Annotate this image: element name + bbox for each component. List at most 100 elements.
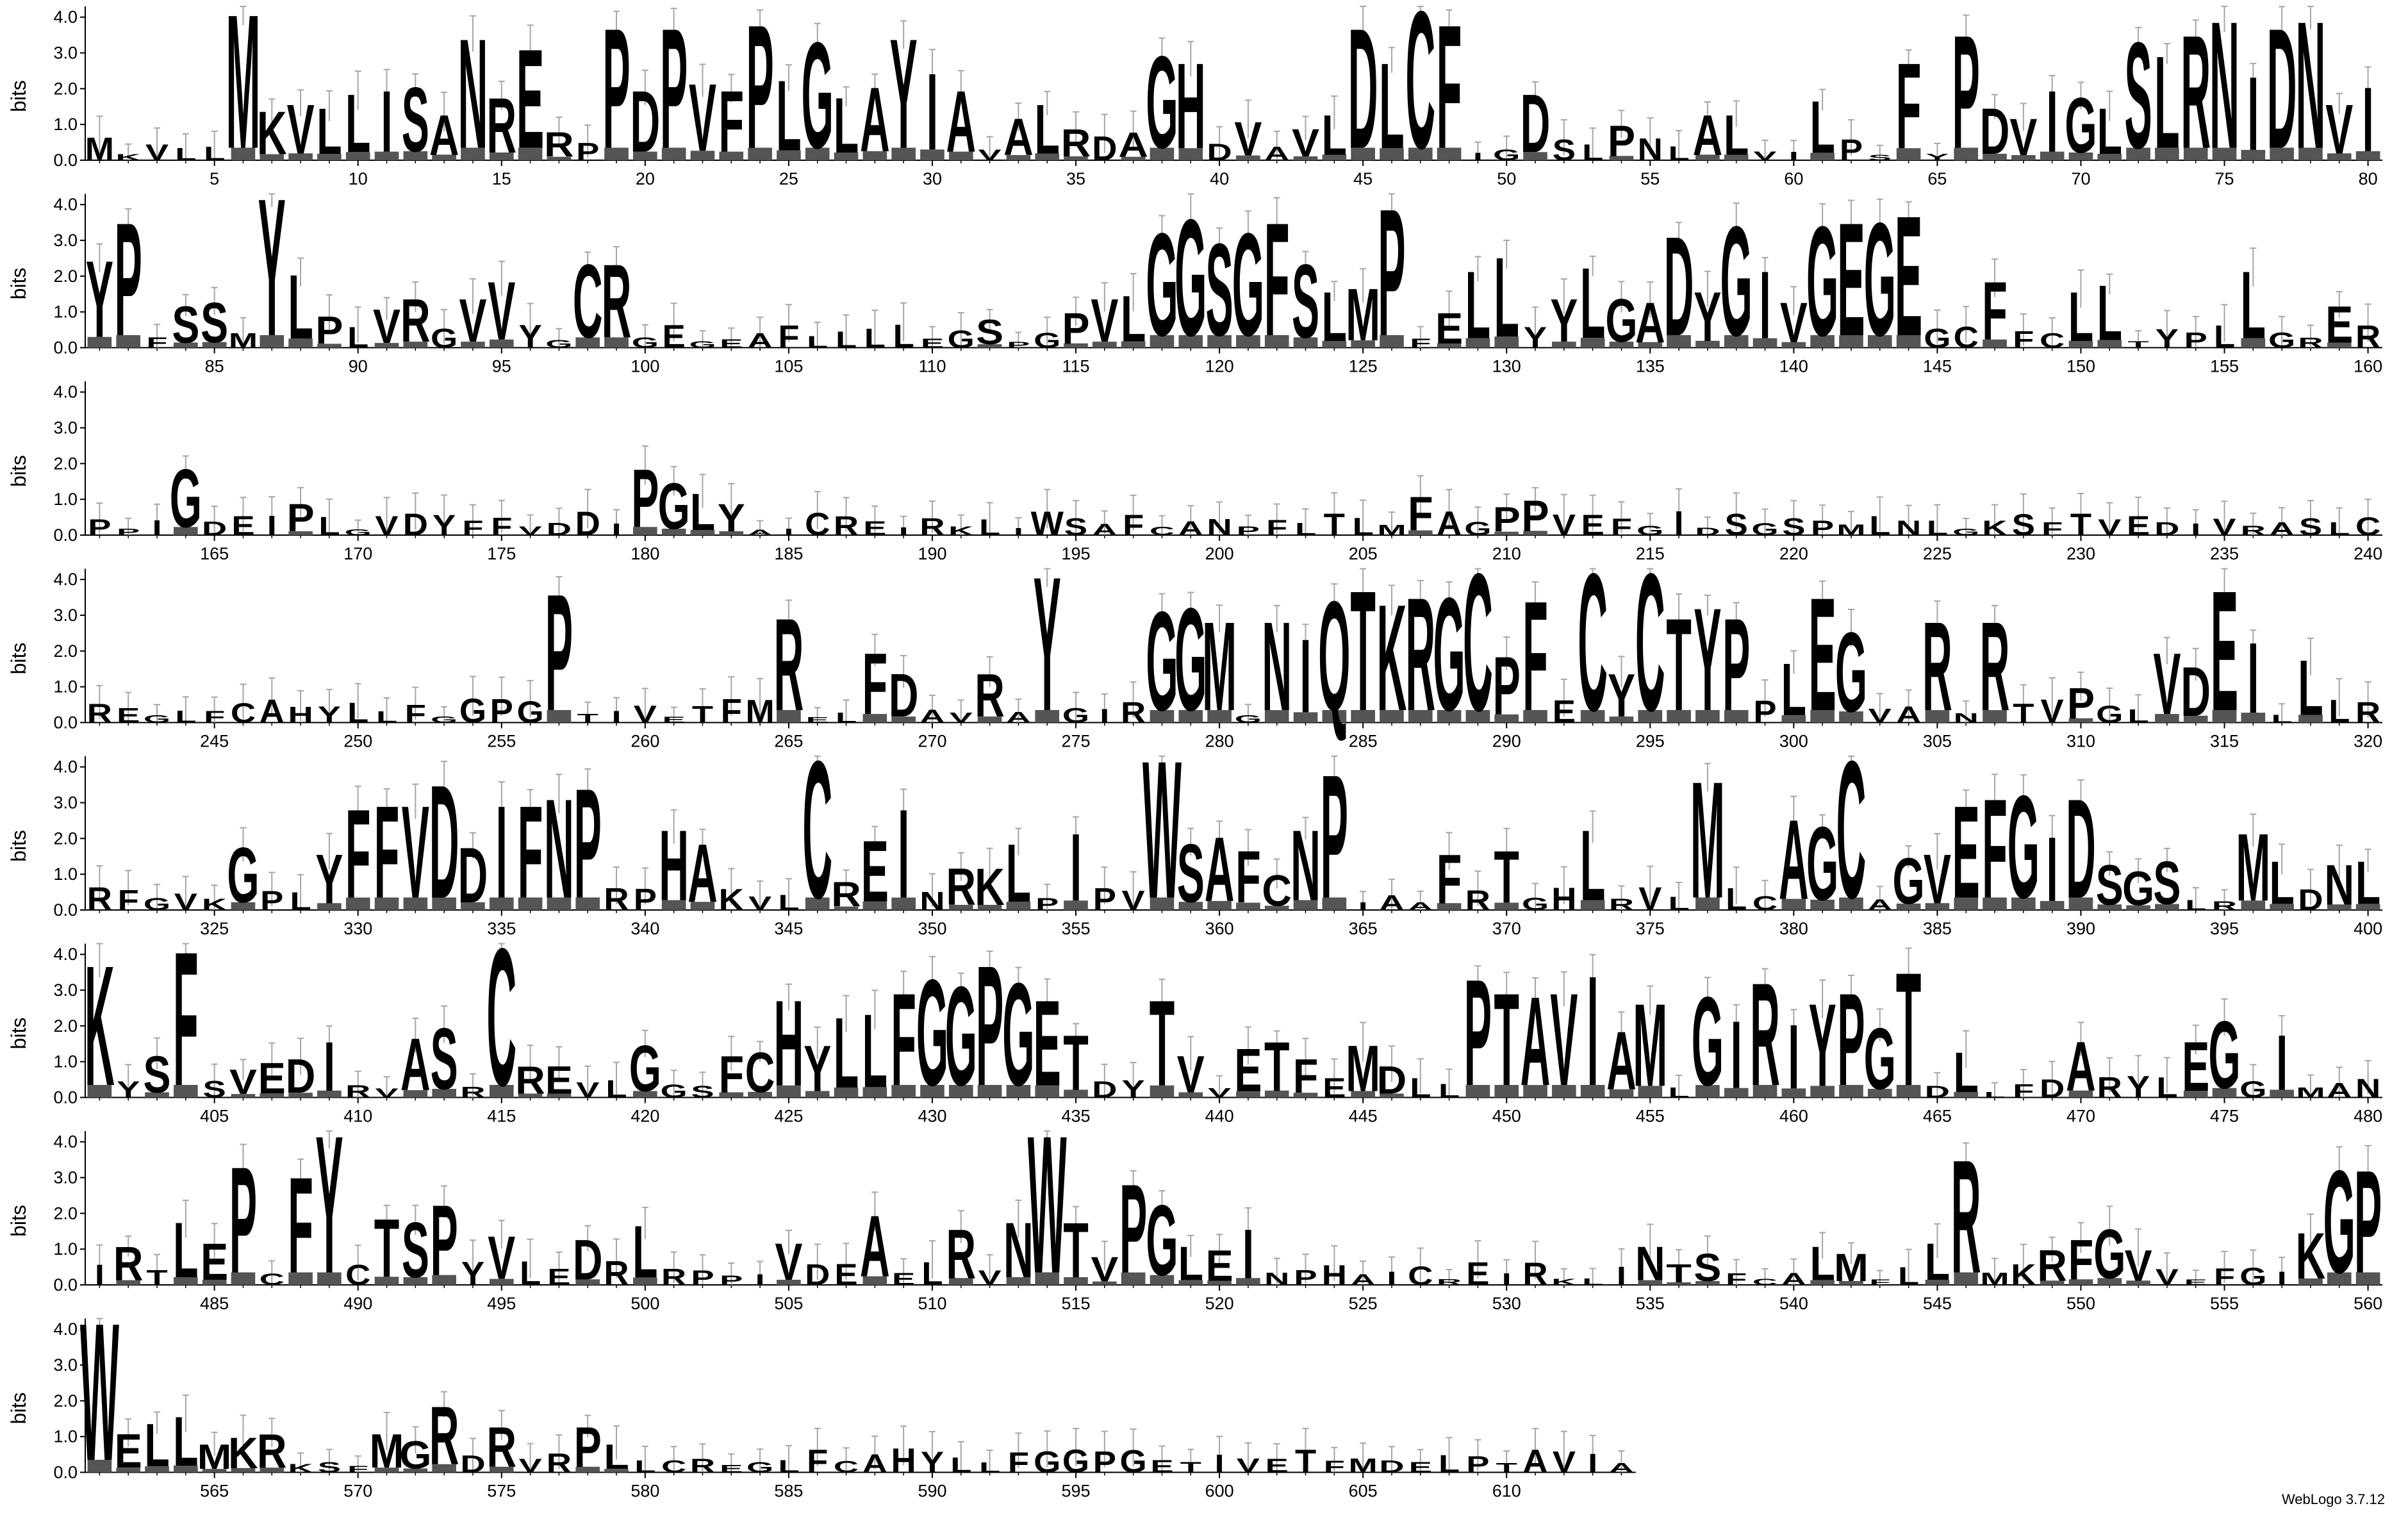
residue-low-228: S xyxy=(2012,508,2035,542)
residue-F-122: F xyxy=(1264,190,1289,370)
residue-minor-stack xyxy=(1839,1084,1863,1098)
residue-low-237: A xyxy=(2270,519,2295,540)
x-tick-label: 530 xyxy=(1492,1294,1521,1313)
residue-Y-87: Y xyxy=(258,158,286,377)
residue-Y-183: Y xyxy=(718,496,745,540)
residue-minor-stack xyxy=(633,151,657,160)
residue-K-7: K xyxy=(257,99,287,168)
residue-low-378: L xyxy=(1726,881,1747,916)
residue-low-1: M xyxy=(85,131,114,168)
residue-low-444: E xyxy=(1323,1072,1346,1104)
residue-A-57: A xyxy=(1693,104,1723,167)
residue-minor-stack xyxy=(1896,903,1921,910)
residue-minor-stack xyxy=(260,1468,285,1473)
residue-G-420: G xyxy=(629,1033,661,1106)
residue-C-346: C xyxy=(802,720,832,939)
residue-G-118: G xyxy=(1146,203,1178,367)
residue-low-200: N xyxy=(1207,514,1232,540)
residue-minor-stack xyxy=(2355,151,2380,160)
residue-minor-stack xyxy=(748,147,772,160)
x-tick-label: 425 xyxy=(774,1107,803,1126)
residue-low-42: A xyxy=(1264,143,1289,165)
residue-low-146: C xyxy=(1954,320,1979,354)
residue-minor-stack xyxy=(1552,342,1576,348)
residue-low-185: I xyxy=(784,527,793,538)
residue-low-186: C xyxy=(805,507,830,543)
residue-low-177: D xyxy=(547,519,572,539)
residue-R-17: R xyxy=(544,125,574,164)
residue-low-487: C xyxy=(260,1271,285,1288)
residue-low-176: V xyxy=(518,524,541,538)
residue-minor-stack xyxy=(1380,148,1404,160)
residue-low-609: P xyxy=(1466,1452,1489,1478)
residue-minor-stack xyxy=(1064,343,1088,348)
residue-minor-stack xyxy=(2068,152,2093,160)
residue-R-92: R xyxy=(400,287,431,356)
residue-low-371: G xyxy=(1522,895,1549,914)
residue-L-46: L xyxy=(1379,38,1404,175)
residue-low-595: G xyxy=(1062,1443,1089,1480)
residue-A-454: A xyxy=(1606,1014,1637,1107)
residue-low-600: I xyxy=(1215,1450,1225,1478)
residue-I-283: I xyxy=(1300,618,1312,735)
residue-R-272: R xyxy=(975,662,1005,731)
residue-minor-stack xyxy=(1552,1084,1576,1098)
x-tick-label: 170 xyxy=(343,544,372,563)
residue-G-143: G xyxy=(1864,190,1896,370)
residue-D-77: D xyxy=(2267,0,2297,185)
residue-minor-stack xyxy=(690,151,715,160)
y-tick-label: 1.0 xyxy=(53,1052,78,1071)
residue-minor-stack xyxy=(1781,898,1806,910)
residue-K-558: K xyxy=(2296,1220,2326,1293)
residue-A-508: A xyxy=(860,1197,890,1295)
residue-C-424: C xyxy=(745,1041,775,1104)
residue-I-316: I xyxy=(2247,622,2259,734)
residue-I-355: I xyxy=(1070,814,1082,922)
y-tick-label: 1.0 xyxy=(53,302,78,322)
residue-minor-stack xyxy=(1178,1280,1203,1285)
residue-low-410: R xyxy=(345,1082,370,1101)
residue-F-443: F xyxy=(1293,1050,1318,1104)
residue-V-79: V xyxy=(2325,90,2353,169)
residue-minor-stack xyxy=(1408,530,1433,535)
residue-minor-stack xyxy=(1207,1280,1232,1285)
x-tick-label: 290 xyxy=(1492,732,1521,751)
x-tick-label: 95 xyxy=(492,357,511,376)
residue-low-266: E xyxy=(806,715,829,724)
residue-minor-stack xyxy=(1810,335,1835,348)
residue-minor-stack xyxy=(518,1093,543,1098)
residue-low-590: Y xyxy=(921,1445,944,1478)
residue-low-476: G xyxy=(2239,1077,2266,1103)
residue-minor-stack xyxy=(288,338,313,348)
residue-low-253: G xyxy=(431,715,458,725)
residue-low-90: L xyxy=(347,320,368,354)
residue-low-241: R xyxy=(87,699,112,729)
y-tick-label: 3.0 xyxy=(53,1168,78,1187)
residue-low-171: V xyxy=(375,511,399,542)
residue-E-386: E xyxy=(1952,779,1980,926)
residue-F-336: F xyxy=(518,779,543,926)
residue-low-503: P xyxy=(720,1273,743,1288)
residue-low-411: V xyxy=(375,1086,399,1100)
residue-minor-stack xyxy=(489,1278,514,1285)
residue-low-173: Y xyxy=(433,509,456,542)
residue-low-232: E xyxy=(2127,511,2150,541)
residue-minor-stack xyxy=(174,342,198,348)
residue-minor-stack xyxy=(633,1277,657,1285)
residue-low-357: V xyxy=(1122,886,1146,916)
residue-low-319: L xyxy=(2329,693,2350,730)
residue-minor-stack xyxy=(1810,899,1835,910)
residue-C-47: C xyxy=(1405,0,1435,190)
residue-low-110: E xyxy=(921,336,944,351)
residue-minor-stack xyxy=(403,342,428,348)
residue-minor-stack xyxy=(719,151,744,160)
residue-low-93: G xyxy=(431,324,458,354)
residue-minor-stack xyxy=(948,1084,973,1098)
residue-E-407: E xyxy=(258,1054,286,1103)
residue-minor-stack xyxy=(231,1094,256,1098)
residue-minor-stack xyxy=(1035,1085,1060,1098)
residue-minor-stack xyxy=(777,1279,801,1285)
residue-minor-stack xyxy=(1178,335,1203,348)
residue-minor-stack xyxy=(1064,156,1088,160)
residue-low-614: A xyxy=(1609,1460,1634,1476)
